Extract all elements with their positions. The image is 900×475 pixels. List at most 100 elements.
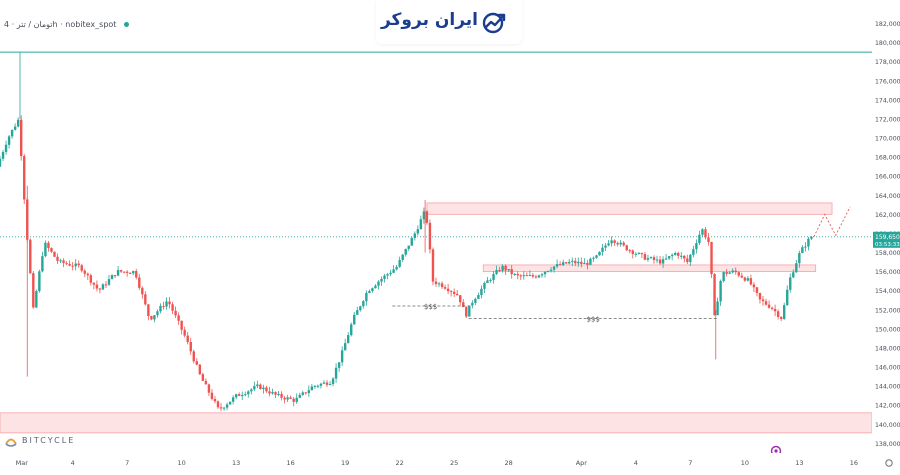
candle-body[interactable]: [752, 284, 756, 288]
candle-body[interactable]: [407, 245, 410, 249]
candle-body[interactable]: [359, 306, 362, 311]
candle-body[interactable]: [113, 275, 117, 277]
candle-body[interactable]: [716, 301, 719, 316]
candle-body[interactable]: [776, 311, 780, 317]
candle-body[interactable]: [219, 407, 223, 409]
candle-body[interactable]: [619, 242, 622, 245]
candle-body[interactable]: [222, 407, 226, 409]
candle-body[interactable]: [398, 259, 401, 267]
candle-body[interactable]: [507, 269, 510, 271]
candle-body[interactable]: [298, 394, 301, 398]
candle-body[interactable]: [710, 241, 713, 275]
candle-body[interactable]: [334, 367, 338, 379]
candle-body[interactable]: [704, 229, 707, 238]
supply-zone[interactable]: [0, 412, 873, 434]
candle-body[interactable]: [116, 270, 120, 276]
candle-body[interactable]: [189, 341, 192, 352]
candle-body[interactable]: [498, 269, 501, 271]
candle-body[interactable]: [773, 308, 777, 312]
candle-body[interactable]: [165, 301, 168, 307]
candle-body[interactable]: [549, 269, 553, 271]
candle-body[interactable]: [471, 302, 474, 306]
candle-body[interactable]: [428, 222, 432, 250]
candle-body[interactable]: [586, 262, 589, 265]
candle-body[interactable]: [728, 272, 731, 274]
candle-body[interactable]: [271, 392, 274, 394]
candle-body[interactable]: [283, 397, 286, 400]
candle-body[interactable]: [410, 237, 413, 246]
candle-body[interactable]: [477, 295, 480, 299]
candle-body[interactable]: [786, 289, 789, 306]
candle-body[interactable]: [180, 320, 183, 330]
candle-body[interactable]: [237, 394, 241, 396]
candle-body[interactable]: [119, 270, 123, 272]
candle-body[interactable]: [589, 258, 592, 265]
candle-body[interactable]: [253, 386, 256, 390]
candle-body[interactable]: [350, 324, 353, 336]
candle-body[interactable]: [325, 382, 329, 385]
candle-body[interactable]: [649, 257, 653, 259]
candle-body[interactable]: [804, 246, 807, 248]
candle-body[interactable]: [340, 350, 344, 363]
candle-body[interactable]: [686, 258, 689, 263]
candle-body[interactable]: [241, 395, 244, 397]
candle-body[interactable]: [244, 394, 247, 396]
candle-body[interactable]: [640, 252, 644, 255]
candle-body[interactable]: [156, 311, 159, 316]
candle-body[interactable]: [41, 256, 44, 272]
candle-body[interactable]: [195, 361, 199, 365]
candle-body[interactable]: [604, 245, 607, 248]
candle-body[interactable]: [183, 329, 186, 336]
candle-body[interactable]: [147, 304, 150, 317]
candle-body[interactable]: [801, 247, 804, 253]
candle-body[interactable]: [577, 261, 580, 264]
candle-body[interactable]: [782, 305, 786, 319]
candle-body[interactable]: [231, 397, 235, 402]
candle-body[interactable]: [247, 391, 250, 395]
candle-body[interactable]: [44, 242, 47, 257]
candle-body[interactable]: [449, 291, 453, 293]
candle-body[interactable]: [395, 266, 398, 270]
candle-body[interactable]: [371, 288, 374, 292]
supply-zone[interactable]: [482, 264, 817, 273]
candle-body[interactable]: [492, 273, 495, 280]
candle-body[interactable]: [592, 257, 595, 259]
candle-body[interactable]: [664, 258, 668, 260]
candle-body[interactable]: [807, 238, 810, 247]
candle-body[interactable]: [331, 378, 335, 385]
candle-body[interactable]: [631, 250, 635, 254]
candle-body[interactable]: [561, 262, 565, 265]
candle-body[interactable]: [1, 151, 5, 159]
candle-body[interactable]: [416, 229, 420, 234]
candle-body[interactable]: [525, 275, 529, 277]
candle-body[interactable]: [162, 305, 165, 307]
candle-body[interactable]: [501, 265, 504, 271]
candle-body[interactable]: [689, 254, 692, 263]
candle-body[interactable]: [443, 287, 447, 289]
candle-body[interactable]: [637, 252, 641, 254]
candle-body[interactable]: [598, 251, 601, 256]
candle-body[interactable]: [419, 219, 423, 230]
candle-body[interactable]: [29, 239, 32, 274]
candle-body[interactable]: [528, 275, 532, 277]
candle-body[interactable]: [522, 275, 526, 277]
candle-body[interactable]: [23, 156, 26, 200]
candle-body[interactable]: [107, 279, 111, 285]
candle-body[interactable]: [59, 260, 62, 262]
candle-body[interactable]: [519, 275, 522, 277]
candle-body[interactable]: [707, 237, 710, 242]
candle-body[interactable]: [692, 249, 695, 255]
candle-body[interactable]: [474, 298, 477, 303]
candle-body[interactable]: [150, 316, 153, 320]
candle-body[interactable]: [74, 263, 77, 267]
candle-body[interactable]: [171, 304, 174, 311]
candle-body[interactable]: [313, 385, 317, 387]
candle-body[interactable]: [95, 284, 99, 289]
candle-body[interactable]: [504, 265, 507, 271]
candle-body[interactable]: [343, 343, 347, 351]
candle-body[interactable]: [698, 234, 701, 244]
candle-body[interactable]: [89, 275, 93, 283]
candle-body[interactable]: [677, 253, 680, 256]
candle-body[interactable]: [207, 384, 211, 393]
